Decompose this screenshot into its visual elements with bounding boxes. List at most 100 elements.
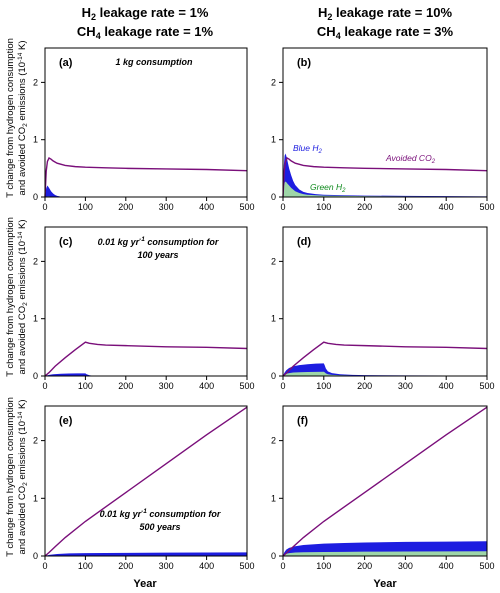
x-tick-label: 100 (78, 381, 93, 391)
x-tick-label: 500 (239, 561, 254, 571)
y-tick-label: 0 (271, 371, 276, 381)
annotation-row1: 1 kg consumption (115, 57, 193, 67)
x-tick-label: 200 (357, 202, 372, 212)
avoided-co2-line-f (282, 406, 488, 557)
y-tick-label: 2 (33, 436, 38, 446)
plot-frame (44, 47, 248, 198)
avoided-co2-line-b (282, 157, 488, 198)
y-tick-label: 0 (33, 371, 38, 381)
panel-f: 0 1 2 0 100 200 300 400 500 (f) (271, 405, 495, 571)
avoided-co2-line-a (44, 157, 248, 198)
x-tick-label: 400 (439, 381, 454, 391)
annotation-row3-line1: 0.01 kg yr-1 consumption for (100, 508, 221, 519)
panel-c: 0 1 2 0 100 200 300 400 500 (c) (33, 226, 255, 391)
x-tick-label: 0 (280, 561, 285, 571)
y-tick-label: 1 (33, 493, 38, 503)
x-tick-label: 200 (118, 561, 133, 571)
svg-text:and avoided CO2 emissions (10-: and avoided CO2 emissions (10-14 K) (17, 40, 29, 195)
x-tick-label: 300 (159, 202, 174, 212)
y-tick-label: 2 (271, 436, 276, 446)
x-tick-label: 300 (398, 202, 413, 212)
y-tick-label: 0 (271, 192, 276, 202)
x-tick-label: 0 (280, 381, 285, 391)
annotation-row2-line2: 100 years (137, 250, 178, 260)
series-label-green-h2: Green H2 (310, 182, 346, 194)
blue-h2-area-e (45, 552, 247, 556)
y-axis-title-row2: T change from hydrogen consumption and a… (5, 217, 29, 377)
y-tick-label: 2 (33, 77, 38, 87)
col-title-left-line1: H2 leakage rate = 1% (82, 5, 209, 22)
x-tick-label: 0 (42, 561, 47, 571)
avoided-co2-line-d (282, 341, 488, 377)
y-tick-label: 2 (271, 256, 276, 266)
panel-label: (b) (297, 57, 311, 69)
x-tick-label: 300 (398, 381, 413, 391)
col-title-left-line2: CH4 leakage rate = 1% (77, 24, 214, 41)
panel-label: (f) (297, 415, 308, 427)
x-tick-label: 400 (199, 202, 214, 212)
x-tick-label: 400 (199, 561, 214, 571)
x-axis-title-left: Year (133, 578, 157, 590)
x-axis-title-right: Year (373, 578, 397, 590)
y-tick-label: 1 (271, 135, 276, 145)
green-h2-area-f (283, 551, 487, 556)
y-tick-label: 0 (33, 551, 38, 561)
x-tick-label: 400 (199, 381, 214, 391)
avoided-co2-line-c (44, 341, 248, 377)
panel-b: 0 1 2 0 100 200 300 400 500 (b) (271, 47, 495, 212)
x-tick-label: 500 (479, 202, 494, 212)
y-axis-title-row1: T change from hydrogen consumption and a… (5, 38, 29, 198)
x-tick-label: 0 (42, 381, 47, 391)
col-title-right-line1: H2 leakage rate = 10% (318, 5, 452, 22)
x-tick-label: 500 (479, 381, 494, 391)
x-tick-label: 200 (357, 381, 372, 391)
y-tick-label: 1 (271, 493, 276, 503)
x-tick-label: 100 (78, 202, 93, 212)
x-tick-label: 300 (398, 561, 413, 571)
y-tick-label: 1 (33, 314, 38, 324)
x-tick-label: 200 (357, 561, 372, 571)
avoided-co2-line-e (44, 406, 248, 557)
x-tick-label: 300 (159, 561, 174, 571)
x-tick-label: 100 (316, 561, 331, 571)
plot-frame (282, 47, 488, 198)
x-tick-label: 400 (439, 561, 454, 571)
series-label-avoided-co2: Avoided CO2 (385, 153, 436, 165)
y-tick-label: 2 (33, 256, 38, 266)
svg-text:T change from hydrogen consump: T change from hydrogen consumption (5, 397, 16, 557)
panel-d: 0 1 2 0 100 200 300 400 500 (d) (271, 226, 495, 391)
blue-h2-area-b (283, 153, 487, 197)
x-tick-label: 100 (316, 202, 331, 212)
svg-text:T change from hydrogen consump: T change from hydrogen consumption (5, 38, 16, 198)
y-tick-label: 2 (271, 77, 276, 87)
panel-label: (a) (59, 57, 73, 69)
series-label-blue-h2: Blue H2 (293, 143, 323, 155)
plot-frame (44, 226, 248, 377)
annotation-row3-line2: 500 years (139, 522, 180, 532)
green-h2-area-b (283, 181, 487, 197)
x-tick-label: 0 (280, 202, 285, 212)
blue-h2-area-a (45, 185, 247, 197)
x-tick-label: 100 (78, 561, 93, 571)
x-tick-label: 200 (118, 381, 133, 391)
svg-text:and avoided CO2 emissions (10-: and avoided CO2 emissions (10-14 K) (17, 219, 29, 374)
x-tick-label: 500 (239, 381, 254, 391)
y-axis-title-row3: T change from hydrogen consumption and a… (5, 397, 29, 557)
y-tick-label: 1 (271, 314, 276, 324)
svg-text:T change from hydrogen consump: T change from hydrogen consumption (5, 217, 16, 377)
panel-a: 0 1 2 0 100 200 300 400 500 (a) (33, 47, 255, 212)
y-tick-label: 1 (33, 135, 38, 145)
plot-frame (282, 405, 488, 557)
x-tick-label: 0 (42, 202, 47, 212)
panel-label: (e) (59, 415, 73, 427)
panel-label: (c) (59, 236, 73, 248)
x-tick-label: 400 (439, 202, 454, 212)
plot-frame (44, 405, 248, 557)
y-tick-label: 0 (33, 192, 38, 202)
x-tick-label: 300 (159, 381, 174, 391)
y-tick-label: 0 (271, 551, 276, 561)
x-tick-label: 500 (479, 561, 494, 571)
annotation-row2-line1: 0.01 kg yr-1 consumption for (98, 236, 219, 247)
x-tick-label: 100 (316, 381, 331, 391)
